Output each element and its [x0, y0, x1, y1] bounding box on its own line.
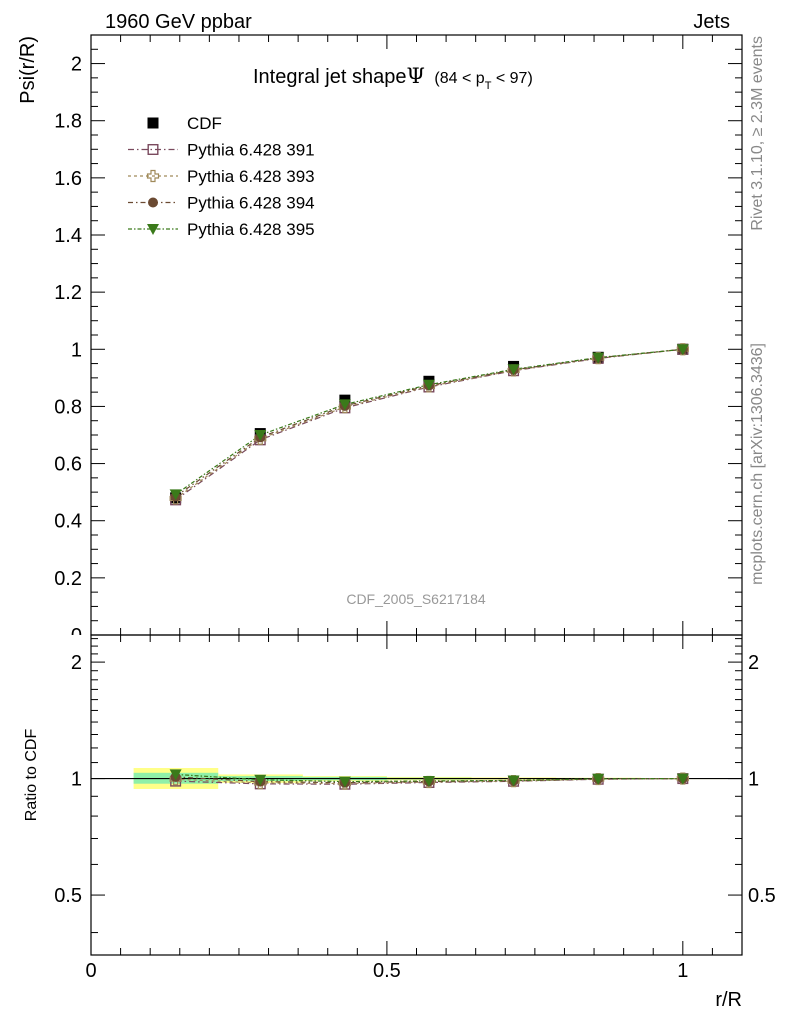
ratio-data-point	[169, 769, 182, 781]
y-tick-label: 1.2	[54, 282, 82, 304]
ratio-y-tick-label-right: 0.5	[748, 885, 776, 907]
legend-marker	[147, 224, 159, 235]
rivet-version-label: Rivet 3.1.10, ≥ 2.3M events	[749, 36, 766, 231]
y-tick-label: 0.8	[54, 396, 82, 418]
data-markers	[169, 343, 689, 790]
ratio-data-point	[338, 776, 351, 788]
analysis-label: CDF_2005_S6217184	[346, 591, 486, 607]
series-lines	[175, 348, 683, 785]
legend-label: Pythia 6.428 394	[187, 194, 315, 213]
series-line	[175, 348, 683, 495]
legend-label: Pythia 6.428 391	[187, 141, 315, 160]
ratio-plot-frame	[90, 634, 743, 956]
data-point	[338, 399, 351, 411]
y-tick-label: 0.4	[54, 511, 82, 533]
data-point	[507, 364, 520, 376]
legend-marker	[146, 169, 160, 183]
mcplots-label: mcplots.cern.ch [arXiv:1306.3436]	[749, 343, 766, 585]
x-axis-label: r/R	[715, 989, 742, 1011]
y-tick-label: 1.8	[54, 111, 82, 133]
series-line	[175, 348, 683, 497]
axis-ticks: 0.2 0.4 0.6 0.8 1 1.2 1.4 1.6 1.8 2 0 0 0.5 1 0.5 0.5 1 1…	[54, 34, 776, 982]
ratio-y-tick-label: 0.5	[54, 885, 82, 907]
ratio-y-tick-label: 1	[71, 769, 82, 791]
y-tick-label: 2	[71, 54, 82, 76]
ratio-data-point	[254, 774, 267, 786]
legend-label: Pythia 6.428 393	[187, 167, 315, 186]
x-tick-label: 0	[85, 960, 96, 982]
plot-title: Integral jet shapeΨ (84 < pT < 97)	[253, 64, 533, 92]
x-tick-label: 0.5	[373, 960, 401, 982]
header-left: 1960 GeV ppbar	[105, 11, 252, 33]
y-tick-label: 1.4	[54, 225, 82, 247]
legend-label: Pythia 6.428 395	[187, 220, 315, 239]
legend-marker	[147, 143, 159, 155]
legend-label: CDF	[187, 114, 222, 133]
ratio-y-tick-label: 2	[71, 652, 82, 674]
legend-marker	[147, 117, 159, 129]
data-point	[169, 489, 182, 501]
ratio-data-point	[592, 773, 605, 785]
ratio-y-axis-label: Ratio to CDF	[23, 729, 40, 822]
ratio-data-point	[507, 775, 520, 787]
x-tick-label: 1	[677, 960, 688, 982]
ratio-data-point	[422, 775, 435, 787]
data-point	[422, 379, 435, 391]
series-line	[175, 348, 683, 501]
ratio-y-tick-label-right: 2	[748, 652, 759, 674]
legend: CDF Pythia 6.428 391 Pythia 6.428 393 Pythi…	[128, 114, 315, 239]
y-tick-label: 1	[71, 339, 82, 361]
data-point	[254, 430, 267, 441]
ratio-y-tick-label-right: 1	[748, 769, 759, 791]
data-point	[676, 344, 689, 356]
y-tick-label-zero: 0	[71, 625, 82, 647]
y-tick-label: 0.2	[54, 568, 82, 590]
y-tick-label: 1.6	[54, 168, 82, 190]
ratio-data-point	[676, 773, 689, 785]
data-point	[592, 352, 605, 364]
y-axis-label: Psi(r/R)	[17, 36, 39, 104]
header-right: Jets	[693, 11, 730, 33]
series-line	[175, 348, 683, 499]
legend-marker	[148, 197, 158, 208]
y-tick-label: 0.6	[54, 454, 82, 476]
